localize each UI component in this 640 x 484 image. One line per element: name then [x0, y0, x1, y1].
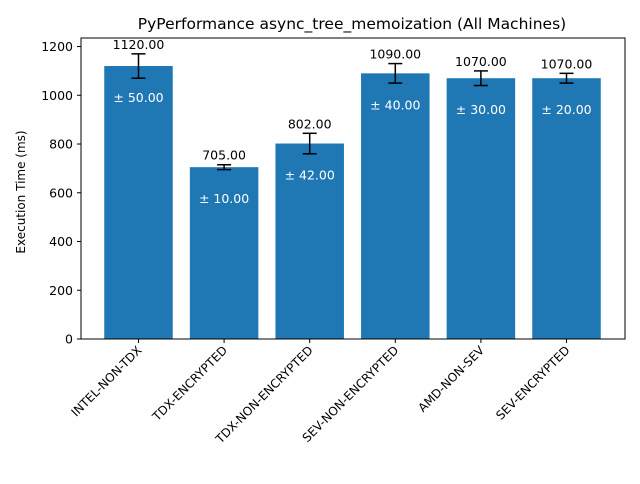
bar-intel-non-tdx	[104, 66, 173, 339]
value-label: 802.00	[288, 116, 332, 131]
value-label: 1070.00	[541, 56, 593, 71]
chart-title: PyPerformance async_tree_memoization (Al…	[138, 15, 566, 34]
error-label: ± 30.00	[456, 102, 506, 117]
error-label: ± 10.00	[199, 191, 249, 206]
value-label: 705.00	[202, 148, 246, 163]
y-tick-label: 1200	[41, 39, 73, 54]
value-label: 1120.00	[113, 37, 165, 52]
bar-sev-encrypted	[532, 78, 601, 340]
value-label: 1090.00	[369, 47, 421, 62]
error-label: ± 40.00	[370, 97, 420, 112]
y-tick-label: 0	[65, 332, 73, 347]
plot-frame	[80, 37, 626, 340]
error-label: ± 42.00	[285, 168, 335, 183]
error-label: ± 50.00	[113, 90, 163, 105]
y-tick-label: 800	[49, 137, 73, 152]
y-axis-label: Execution Time (ms)	[14, 130, 28, 253]
y-tick-label: 1000	[41, 88, 73, 103]
bar-tdx-encrypted	[189, 167, 259, 339]
bar-tdx-non-encrypted	[275, 143, 344, 339]
bar-amd-non-sev	[446, 78, 516, 340]
value-label: 1070.00	[455, 54, 507, 69]
y-tick-label: 600	[49, 185, 73, 200]
y-tick-label: 200	[49, 283, 73, 298]
bar-sev-non-encrypted	[361, 73, 430, 339]
y-tick-label: 400	[49, 234, 73, 249]
error-label: ± 20.00	[541, 102, 591, 117]
